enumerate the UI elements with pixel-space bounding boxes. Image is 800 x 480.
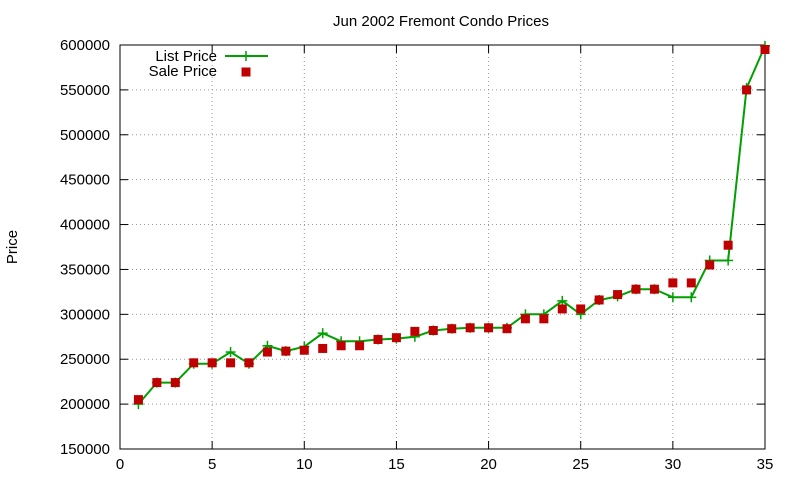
series-layer (133, 40, 770, 410)
sale-price-point (428, 325, 438, 335)
y-tick-label: 200000 (60, 396, 110, 413)
sale-price-point (649, 284, 659, 294)
sale-price-point (686, 278, 696, 288)
plot-frame (119, 44, 766, 450)
sale-price-point (133, 395, 143, 405)
y-tick-label: 350000 (60, 261, 110, 278)
sale-price-point (336, 341, 346, 351)
y-tick-label: 300000 (60, 306, 110, 323)
list-price-point (317, 328, 328, 339)
list-price-point (686, 292, 697, 303)
y-tick-label: 450000 (60, 172, 110, 189)
sale-price-point (484, 323, 494, 333)
sale-price-point (391, 333, 401, 343)
axis-ticks: 150000 200000 250000 300000 350000 400000 4500… (60, 37, 773, 473)
sale-price-point (170, 378, 180, 388)
sale-price-point (281, 346, 291, 356)
sale-price-point (594, 295, 604, 305)
sale-price-point (668, 278, 678, 288)
sale-price-point (189, 358, 199, 368)
sale-price-point (410, 326, 420, 336)
sale-price-point (557, 304, 567, 314)
sale-price-point (742, 85, 752, 95)
sale-price-point (373, 334, 383, 344)
x-tick-label: 5 (208, 456, 216, 473)
y-tick-label: 400000 (60, 217, 110, 234)
y-tick-label: 550000 (60, 82, 110, 99)
y-tick-label: 150000 (60, 441, 110, 458)
sale-price-point (262, 347, 272, 357)
sale-price-point (152, 378, 162, 388)
sale-price-point (355, 341, 365, 351)
legend-marker-list-price (241, 51, 251, 61)
sale-price-point (760, 44, 770, 54)
sale-price-point (447, 324, 457, 334)
x-tick-label: 20 (480, 456, 497, 473)
sale-price-point (631, 284, 641, 294)
grid (120, 45, 765, 449)
x-tick-label: 10 (296, 456, 313, 473)
sale-price-point (520, 314, 530, 324)
sale-price-point (299, 345, 309, 355)
legend-label-sale-price: Sale Price (149, 63, 217, 80)
chart-title: Jun 2002 Fremont Condo Prices (333, 13, 549, 30)
sale-price-point (502, 324, 512, 334)
sale-price-point (705, 260, 715, 270)
x-tick-label: 30 (665, 456, 682, 473)
y-tick-label: 500000 (60, 127, 110, 144)
legend-label-list-price: List Price (155, 48, 217, 65)
list-price-point (225, 347, 236, 358)
list-price-point (723, 255, 734, 266)
sale-price-point (576, 304, 586, 314)
list-price-point (667, 292, 678, 303)
sale-price-point (613, 290, 623, 300)
sale-price-point (539, 314, 549, 324)
sale-price-point (465, 323, 475, 333)
x-tick-label: 15 (388, 456, 405, 473)
sale-price-point (723, 240, 733, 250)
y-tick-label: 600000 (60, 37, 110, 54)
sale-price-point (318, 343, 328, 353)
x-tick-label: 0 (116, 456, 124, 473)
sale-price-point (226, 358, 236, 368)
y-tick-label: 250000 (60, 351, 110, 368)
list-price-point (557, 295, 568, 306)
legend-marker-sale-price (241, 67, 251, 77)
y-axis-label: Price (4, 230, 21, 264)
sale-price-point (244, 358, 254, 368)
x-tick-label: 25 (572, 456, 589, 473)
sale-price-point (207, 358, 217, 368)
x-tick-label: 35 (757, 456, 774, 473)
